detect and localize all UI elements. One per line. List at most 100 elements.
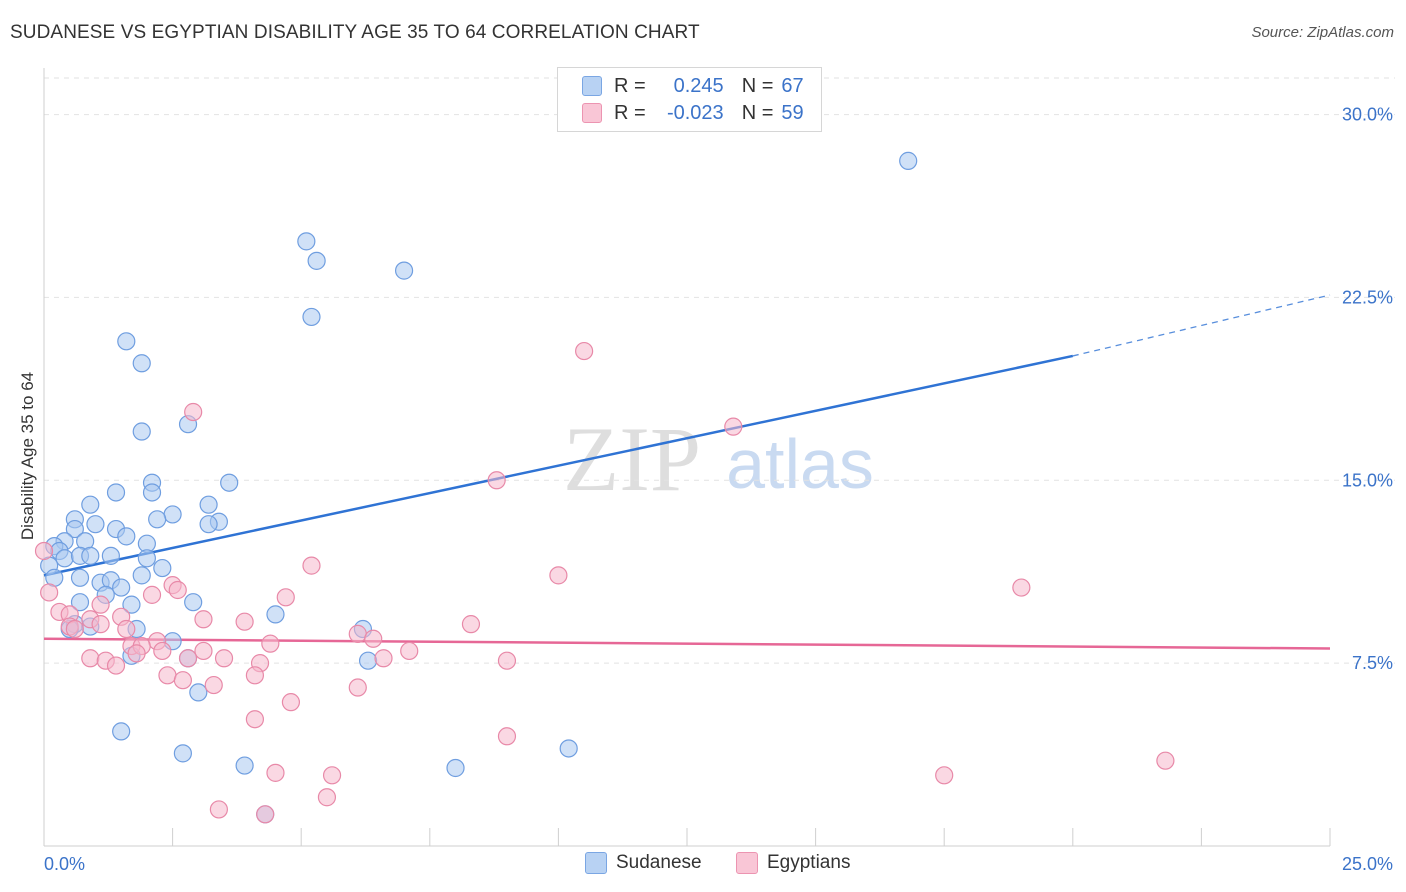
point-egyptians: [302, 556, 321, 575]
y-axis-label: Disability Age 35 to 64: [18, 372, 37, 540]
point-sudanese: [394, 261, 414, 280]
point-sudanese: [163, 505, 182, 524]
point-egyptians: [158, 666, 177, 685]
point-egyptians: [184, 402, 203, 422]
point-egyptians: [178, 649, 198, 668]
point-sudanese: [132, 422, 151, 441]
point-egyptians: [106, 656, 126, 675]
trend-lines: [43, 294, 1331, 650]
point-sudanese: [173, 744, 192, 763]
point-sudanese: [101, 546, 120, 565]
point-egyptians: [194, 610, 213, 629]
point-sudanese: [199, 495, 218, 514]
point-sudanese: [297, 232, 316, 251]
point-sudanese: [117, 527, 136, 546]
legend-r-label: R =: [614, 101, 646, 124]
point-sudanese: [81, 546, 100, 565]
point-egyptians: [266, 763, 285, 782]
axes: 7.5% 15.0% 22.5% 30.0%: [43, 68, 1393, 847]
watermark-atlas: atlas: [726, 425, 874, 503]
point-egyptians: [214, 649, 234, 668]
point-sudanese: [220, 473, 239, 492]
point-sudanese: [117, 332, 136, 351]
point-egyptians: [245, 666, 265, 685]
point-sudanese: [358, 651, 378, 670]
point-egyptians: [173, 671, 192, 690]
point-sudanese: [65, 519, 84, 539]
y-tick-label: 15.0%: [1342, 470, 1393, 490]
point-sudanese: [153, 558, 172, 578]
point-egyptians: [81, 649, 100, 668]
data-points: [34, 151, 1175, 824]
y-tick-label: 7.5%: [1352, 653, 1393, 673]
point-egyptians: [204, 675, 223, 695]
point-egyptians: [575, 341, 594, 361]
legend-label-egyptians: Egyptians: [767, 852, 851, 873]
point-egyptians: [194, 641, 213, 661]
point-sudanese: [86, 515, 105, 534]
point-sudanese: [112, 578, 131, 597]
point-sudanese: [189, 683, 208, 702]
stats-legend: R = 0.245 N = 67 R = -0.023 N = 59: [557, 67, 822, 132]
point-egyptians: [364, 629, 383, 648]
point-sudanese: [122, 595, 141, 614]
point-egyptians: [935, 766, 954, 785]
point-sudanese: [132, 566, 151, 585]
legend-n-label: N =: [741, 101, 774, 124]
point-egyptians: [153, 641, 172, 661]
point-egyptians: [235, 612, 254, 631]
legend-swatch-egyptians: [736, 852, 758, 874]
legend-item-sudanese[interactable]: Sudanese: [585, 852, 702, 874]
point-sudanese: [184, 593, 203, 612]
point-sudanese: [70, 593, 90, 612]
point-egyptians: [256, 805, 275, 824]
point-egyptians: [245, 710, 265, 729]
trend-line-sudanese-extension: [1072, 294, 1331, 357]
legend-n-value: 59: [781, 101, 804, 124]
point-sudanese: [235, 756, 254, 775]
point-egyptians: [34, 541, 54, 561]
point-egyptians: [142, 585, 162, 604]
y-tick-label: 30.0%: [1342, 105, 1393, 125]
point-egyptians: [374, 649, 393, 668]
point-sudanese: [199, 515, 218, 534]
point-egyptians: [348, 678, 367, 697]
point-sudanese: [106, 483, 126, 502]
point-egyptians: [65, 619, 84, 639]
point-sudanese: [899, 151, 918, 170]
legend-swatch-sudanese: [582, 76, 602, 96]
legend-item-egyptians[interactable]: Egyptians: [736, 852, 850, 874]
point-egyptians: [276, 588, 295, 607]
point-egyptians: [117, 619, 136, 639]
point-egyptians: [168, 580, 187, 600]
point-sudanese: [112, 722, 131, 741]
point-sudanese: [446, 758, 465, 778]
legend-r-value: 0.245: [673, 74, 724, 97]
point-egyptians: [1156, 751, 1175, 770]
legend-label-sudanese: Sudanese: [616, 852, 702, 873]
y-tick-label: 22.5%: [1342, 287, 1393, 307]
legend-r-value: -0.023: [666, 101, 724, 124]
point-sudanese: [81, 495, 100, 514]
point-sudanese: [266, 605, 285, 624]
legend-n-label: N =: [741, 74, 774, 97]
point-sudanese: [307, 251, 326, 270]
source-label: Source: ZipAtlas.com: [1251, 24, 1394, 41]
legend-r-label: R =: [614, 74, 646, 97]
legend-n-value: 67: [781, 74, 804, 97]
trend-line-sudanese: [43, 354, 1074, 577]
point-sudanese: [142, 483, 162, 502]
point-egyptians: [91, 615, 110, 634]
x-tick-label-max: 25.0%: [1342, 854, 1393, 874]
point-sudanese: [559, 739, 578, 758]
point-egyptians: [400, 641, 419, 661]
point-egyptians: [91, 595, 110, 614]
legend-row-sudanese: R = 0.245 N = 67: [582, 73, 804, 99]
point-sudanese: [137, 549, 156, 568]
point-egyptians: [127, 644, 146, 663]
point-egyptians: [497, 727, 517, 746]
point-egyptians: [40, 583, 59, 602]
series-legend: Sudanese Egyptians: [0, 850, 1406, 878]
legend-row-egyptians: R = -0.023 N = 59: [582, 100, 804, 126]
point-egyptians: [322, 766, 342, 785]
